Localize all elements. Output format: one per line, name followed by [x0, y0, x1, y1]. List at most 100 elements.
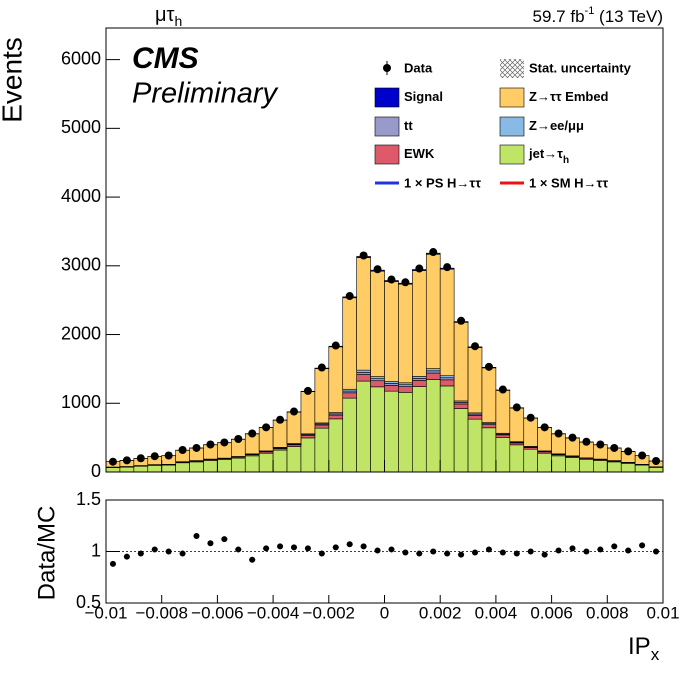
bar-segment [398, 386, 413, 393]
legend-subscript: h [563, 155, 569, 166]
bar-segment [370, 386, 385, 473]
data-point [220, 438, 229, 447]
legend-swatch [499, 144, 525, 165]
bar-segment [356, 372, 371, 375]
bar-segment [258, 452, 274, 473]
bar-segment [370, 378, 385, 382]
bar-segment [356, 374, 371, 382]
bar-segment [481, 427, 497, 473]
data-point [484, 362, 493, 371]
x-axis-label: IPx [628, 633, 660, 664]
data-point [443, 263, 452, 272]
bar-segment [537, 452, 552, 473]
legend-label: Signal [404, 89, 443, 104]
legend-swatch [374, 87, 400, 108]
bar-segment [648, 467, 664, 473]
x-tick-label: −0.004 [247, 603, 299, 622]
y-tick-label: 6000 [61, 48, 101, 68]
legend-label: Data [404, 60, 433, 75]
bar-segment [523, 417, 538, 447]
bar-segment [467, 415, 483, 420]
bar-segment [300, 435, 316, 439]
x-tick-label: −0.01 [84, 603, 127, 622]
legend-stat-box [500, 59, 524, 78]
data-point [317, 363, 326, 372]
bar-segment [453, 322, 469, 402]
bar-segment [342, 297, 357, 390]
data-point [276, 415, 285, 424]
data-point [373, 265, 382, 274]
x-tick-label: 0.006 [530, 603, 573, 622]
legend-text: Signal [404, 89, 443, 104]
bar-segment [481, 367, 497, 423]
bar-segment [370, 270, 385, 377]
legend-text: Z→ee/μμ [529, 118, 584, 133]
data-point [554, 429, 563, 438]
legend-swatch [499, 87, 525, 108]
bar-segment [439, 377, 455, 381]
bar-segment [412, 378, 427, 381]
data-point [192, 443, 201, 452]
bar-segment [231, 457, 246, 473]
bar-segment [356, 369, 371, 373]
y-tick-label: 0 [91, 461, 101, 481]
data-point [164, 451, 173, 460]
bar-segment [119, 466, 135, 473]
bar-segment [328, 346, 344, 413]
bar-segment [439, 268, 455, 377]
legend-label: 1 × SM H→ττ [529, 175, 608, 190]
bar-segment [593, 460, 608, 473]
bar-segment [425, 368, 441, 372]
bar-segment [467, 418, 483, 473]
y-tick-label: 4000 [61, 186, 101, 206]
legend-label: Stat. uncertainty [529, 60, 632, 75]
x-tick-label: 0.002 [419, 603, 462, 622]
bar-segment [439, 385, 455, 473]
ratio-y-tick-label: 0.5 [76, 592, 101, 612]
data-point [582, 437, 591, 446]
data-point [262, 423, 271, 432]
data-point [303, 386, 312, 395]
bar-segment [384, 390, 399, 473]
bar-segment [314, 368, 330, 424]
x-tick-label: −0.006 [191, 603, 243, 622]
data-point [289, 407, 298, 416]
bar-segment [189, 461, 204, 473]
bar-segment [244, 455, 260, 473]
bar-segment [133, 465, 149, 473]
bar-segment [175, 462, 190, 473]
x-tick-label: 0.008 [586, 603, 629, 622]
x-tick-label: −0.008 [135, 603, 187, 622]
data-point [512, 403, 521, 412]
data-point [345, 292, 354, 301]
legend-swatch [374, 116, 400, 137]
bar-segment [495, 390, 511, 434]
legend-label: Z→ee/μμ [529, 118, 584, 133]
bar-segment [286, 446, 302, 473]
legend-text: jet→τ [528, 146, 563, 161]
data-point [471, 342, 480, 351]
bar-segment [634, 464, 650, 473]
data-point [638, 451, 647, 460]
bar-segment [523, 448, 538, 473]
legend-label: 1 × PS H→ττ [404, 175, 481, 190]
data-point [624, 447, 633, 456]
bar-segment [300, 437, 316, 473]
bar-segment [105, 467, 121, 473]
status: Preliminary [132, 78, 279, 110]
legend-swatch [374, 144, 400, 165]
data-point [387, 275, 396, 284]
legend-text: tt [404, 118, 413, 133]
bar-segment [412, 380, 427, 387]
data-point [652, 457, 661, 466]
bar-segment [620, 463, 636, 473]
bar-segment [565, 457, 580, 473]
bar-segment [412, 386, 427, 473]
data-point [610, 443, 619, 452]
bar-segment [286, 411, 302, 444]
bar-segment [509, 444, 525, 473]
x-tick-label: 0 [380, 603, 389, 622]
bar-segment [425, 370, 441, 374]
data-point [359, 251, 368, 260]
